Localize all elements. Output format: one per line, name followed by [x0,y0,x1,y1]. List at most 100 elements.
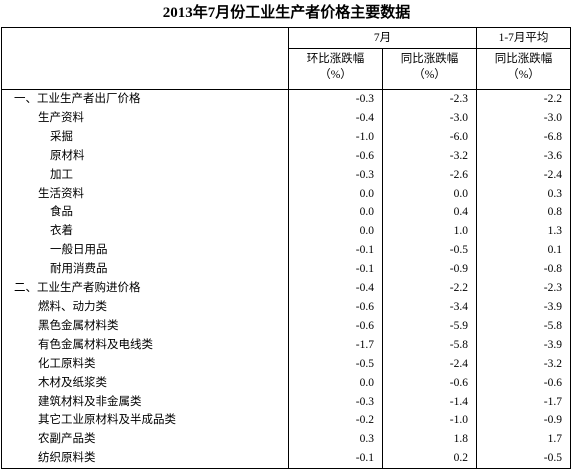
value-cell: 1.3 [476,222,571,242]
data-row: 燃料、动力类 -0.6 -3.4 -3.9 [1,297,571,317]
value-cell: 1.8 [382,430,477,450]
value-cell: -1.7 [288,335,383,355]
row-label: 采掘 [1,127,289,147]
row-label: 纺织原料类 [1,449,289,470]
data-row: 纺织原料类 -0.1 0.2 -0.5 [1,449,571,470]
column-unit: （%） [319,69,352,81]
value-cell: 0.2 [382,449,477,470]
data-row: 加工 -0.3 -2.6 -2.4 [1,165,571,185]
value-cell: -0.3 [288,165,383,185]
column-header: 环比涨跌幅 （%） [288,48,383,90]
value-cell: -0.5 [476,449,571,470]
data-row: 其它工业原材料及半成品类 -0.2 -1.0 -0.9 [1,411,571,431]
value-cell: -3.2 [476,354,571,374]
column-unit: （%） [507,69,540,81]
value-cell: -0.6 [288,297,383,317]
group-header: 1-7月平均 [476,27,571,49]
value-cell: -3.9 [476,335,571,355]
value-cell: -1.7 [476,392,571,412]
value-cell: 0.3 [288,430,383,450]
value-cell: 1.0 [382,222,477,242]
title: 2013年7月份工业生产者价格主要数据 [162,5,411,21]
row-label: 耐用消费品 [1,260,289,280]
column-name: 同比涨跌幅 [494,53,553,65]
data-row: 食品 0.0 0.4 0.8 [1,203,571,223]
value-cell: -3.2 [382,146,477,166]
value-cell: -2.2 [382,279,477,298]
column-header: 同比涨跌幅 （%） [476,48,571,90]
value-cell: -0.4 [288,279,383,298]
value-cell: -0.8 [476,260,571,280]
value-cell: -0.6 [288,316,383,336]
price-table: 7月 1-7月平均 环比涨跌幅 （%） 同比涨跌幅 （%） 同比涨跌幅 （%） 一、工… [1,27,571,470]
header-row: 环比涨跌幅 （%） 同比涨跌幅 （%） 同比涨跌幅 （%） [1,48,571,90]
column-unit: （%） [413,69,446,81]
row-label: 化工原料类 [1,354,289,374]
data-row: 一般日用品 -0.1 -0.5 0.1 [1,241,571,261]
value-cell: -1.0 [382,411,477,431]
value-cell: -0.1 [288,241,383,261]
value-cell: -3.0 [476,108,571,128]
value-cell: -0.3 [288,89,383,109]
data-row: 化工原料类 -0.5 -2.4 -3.2 [1,354,571,374]
row-label: 衣着 [1,222,289,242]
data-row: 一、工业生产者出厂价格 -0.3 -2.3 -2.2 [1,89,571,109]
row-label: 加工 [1,165,289,185]
value-cell: -0.5 [288,354,383,374]
value-cell: 0.0 [288,184,383,204]
value-cell: -0.1 [288,260,383,280]
data-row: 耐用消费品 -0.1 -0.9 -0.8 [1,260,571,280]
row-label: 生活资料 [1,184,289,204]
data-row: 生活资料 0.0 0.0 0.3 [1,184,571,204]
value-cell: -3.6 [476,146,571,166]
header-cell [1,27,289,49]
row-label: 一般日用品 [1,241,289,261]
value-cell: -0.6 [476,373,571,393]
data-row: 衣着 0.0 1.0 1.3 [1,222,571,242]
data-row: 黑色金属材料类 -0.6 -5.9 -5.8 [1,316,571,336]
value-cell: -5.8 [382,335,477,355]
value-cell: 0.0 [382,184,477,204]
row-label: 农副产品类 [1,430,289,450]
column-header: 同比涨跌幅 （%） [382,48,477,90]
row-label: 燃料、动力类 [1,297,289,317]
row-label: 黑色金属材料类 [1,316,289,336]
data-row: 建筑材料及非金属类 -0.3 -1.4 -1.7 [1,392,571,412]
data-row: 农副产品类 0.3 1.8 1.7 [1,430,571,450]
value-cell: -6.0 [382,127,477,147]
value-cell: -0.4 [288,108,383,128]
value-cell: 0.3 [476,184,571,204]
value-cell: -0.5 [382,241,477,261]
value-cell: -5.9 [382,316,477,336]
value-cell: -0.9 [382,260,477,280]
value-cell: 1.7 [476,430,571,450]
row-label: 原材料 [1,146,289,166]
row-label: 木材及纸浆类 [1,373,289,393]
data-row: 生产资料 -0.4 -3.0 -3.0 [1,108,571,128]
row-label: 建筑材料及非金属类 [1,392,289,412]
data-row: 原材料 -0.6 -3.2 -3.6 [1,146,571,166]
value-cell: -2.4 [382,354,477,374]
row-label: 其它工业原材料及半成品类 [1,411,289,431]
value-cell: -2.3 [476,279,571,298]
value-cell: 0.4 [382,203,477,223]
value-cell: 0.8 [476,203,571,223]
value-cell: 0.0 [288,203,383,223]
value-cell: -2.4 [476,165,571,185]
value-cell: -0.9 [476,411,571,431]
row-label: 一、工业生产者出厂价格 [1,89,289,109]
column-name: 同比涨跌幅 [400,53,459,65]
value-cell: 0.0 [288,222,383,242]
value-cell: 0.0 [288,373,383,393]
value-cell: -0.1 [288,449,383,470]
value-cell: -2.3 [382,89,477,109]
data-row: 木材及纸浆类 0.0 -0.6 -0.6 [1,373,571,393]
value-cell: -3.4 [382,297,477,317]
data-row: 采掘 -1.0 -6.0 -6.8 [1,127,571,147]
row-label: 有色金属材料及电线类 [1,335,289,355]
value-cell: -0.6 [288,146,383,166]
value-cell: -3.0 [382,108,477,128]
data-row: 二、工业生产者购进价格 -0.4 -2.2 -2.3 [1,279,571,298]
value-cell: -2.6 [382,165,477,185]
